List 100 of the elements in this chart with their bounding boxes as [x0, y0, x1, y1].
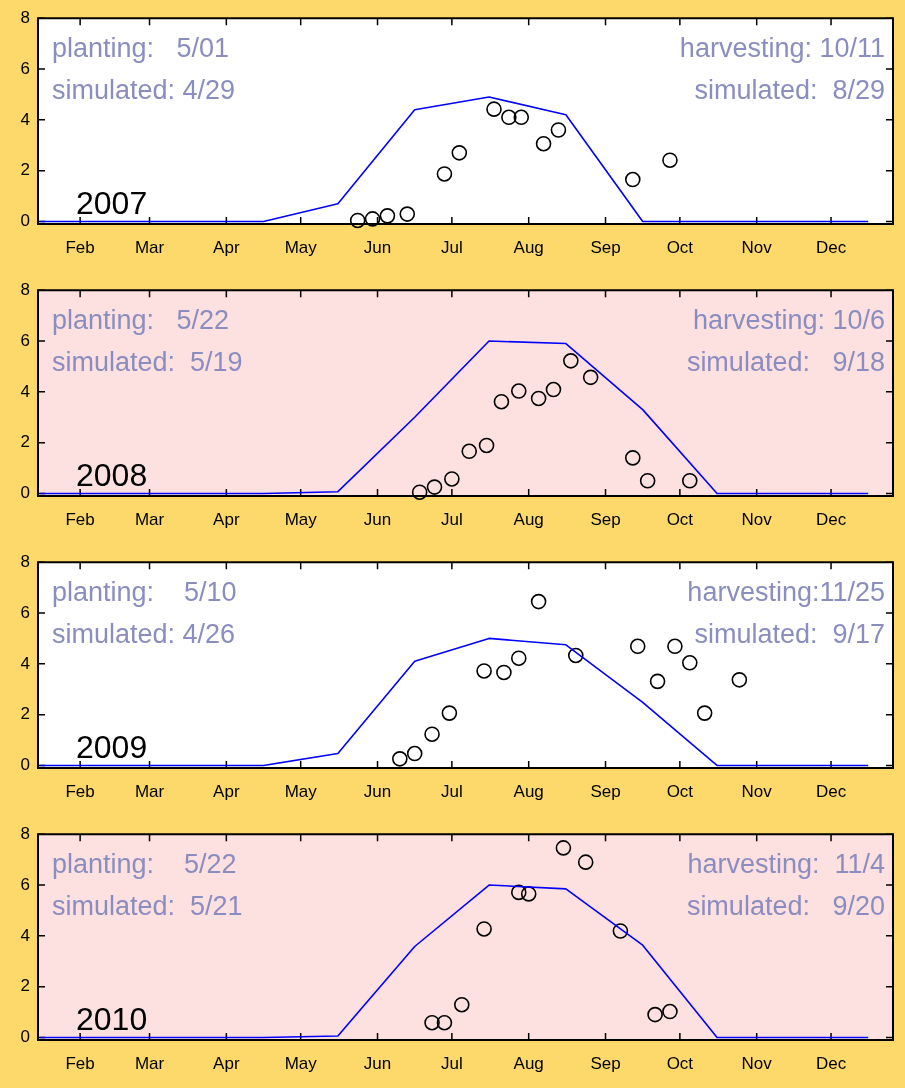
point: [555, 840, 572, 856]
x-tick-label: Mar: [134, 237, 165, 257]
point: [493, 393, 510, 410]
x-tick-label: Aug: [513, 237, 544, 257]
x-tick-label: Dec: [815, 509, 847, 529]
text: 2009: [76, 729, 148, 765]
annotation: simulated: 5/21: [52, 891, 243, 922]
annotation: simulated: 9/18: [686, 347, 885, 378]
y-tick-label: 4: [20, 381, 30, 401]
x-tick-label: Nov: [741, 509, 773, 529]
y-tick-label: 6: [20, 602, 30, 622]
point: [392, 751, 408, 767]
y-tick-label: 0: [20, 1027, 30, 1047]
annotation: planting: 5/01: [52, 33, 230, 64]
x-tick-label: Sep: [590, 509, 621, 529]
point: [411, 484, 428, 500]
point: [510, 383, 527, 399]
point: [364, 211, 381, 227]
point: [520, 886, 537, 902]
x-tick-label: Apr: [213, 237, 240, 257]
x-tick-label: Nov: [741, 781, 773, 801]
point: [550, 122, 567, 138]
point: [639, 472, 656, 489]
point: [426, 479, 443, 495]
x-tick-label: Feb: [65, 781, 95, 801]
point: [731, 672, 748, 688]
point: [567, 647, 584, 664]
annotation: planting: 5/22: [52, 305, 230, 336]
annotation: harvesting: 10/6: [692, 305, 885, 336]
y-tick-label: 0: [20, 211, 30, 231]
point: [349, 212, 366, 229]
annotation: planting: 5/22: [52, 849, 237, 880]
point: [662, 152, 678, 169]
point: [510, 884, 527, 901]
point: [424, 1014, 440, 1031]
x-tick-label: May: [284, 237, 318, 257]
x-tick-label: Mar: [134, 509, 165, 529]
x-tick-label: Jul: [441, 509, 463, 529]
point: [476, 921, 492, 937]
point: [436, 1014, 453, 1031]
y-tick-label: 0: [20, 483, 30, 503]
x-tick-label: Dec: [815, 1053, 847, 1073]
point: [501, 109, 517, 126]
x-tick-label: Oct: [666, 509, 694, 529]
point: [399, 206, 416, 222]
point: [662, 1003, 678, 1020]
point: [649, 673, 666, 690]
annotation: simulated: 9/17: [694, 619, 885, 650]
text: 2008: [76, 457, 148, 493]
x-tick-label: Jul: [441, 781, 463, 801]
x-tick-label: May: [284, 509, 318, 529]
x-tick-label: Jun: [363, 237, 392, 257]
point: [513, 109, 530, 126]
point: [681, 472, 698, 489]
point: [451, 145, 468, 161]
point: [530, 593, 547, 610]
x-tick-label: May: [284, 1053, 318, 1073]
x-tick-label: Apr: [213, 509, 240, 529]
point: [624, 450, 641, 466]
y-tick-label: 8: [20, 279, 30, 299]
point: [545, 381, 562, 398]
point: [510, 650, 527, 667]
y-tick-label: 8: [20, 551, 30, 571]
annotation: simulated: 8/29: [694, 75, 885, 106]
annotation: simulated: 4/26: [52, 619, 236, 650]
y-tick-label: 6: [20, 58, 30, 78]
x-tick-label: Jun: [363, 1053, 392, 1073]
point: [406, 745, 423, 762]
point: [478, 437, 495, 454]
point: [667, 638, 683, 655]
y-tick-label: 0: [20, 755, 30, 775]
y-tick-label: 2: [20, 976, 30, 996]
x-tick-label: Mar: [134, 781, 165, 801]
x-tick-label: Jul: [441, 237, 463, 257]
point: [629, 638, 646, 655]
point: [379, 208, 396, 224]
y-tick-label: 6: [20, 874, 30, 894]
x-tick-label: Apr: [213, 1053, 240, 1073]
annotation: planting: 5/10: [52, 577, 237, 608]
y-tick-label: 4: [20, 109, 30, 129]
point: [453, 996, 470, 1013]
annotation: harvesting: 10/11: [679, 33, 885, 64]
y-tick-label: 8: [20, 7, 30, 27]
text: 2007: [76, 185, 148, 221]
point: [496, 664, 512, 681]
point: [441, 705, 458, 721]
x-tick-label: Dec: [815, 781, 847, 801]
x-tick-label: Nov: [741, 237, 773, 257]
point: [647, 1006, 663, 1023]
y-tick-label: 2: [20, 432, 30, 452]
x-tick-label: Aug: [513, 781, 544, 801]
annotation: harvesting:11/25: [687, 577, 885, 608]
point: [486, 101, 502, 117]
y-tick-label: 4: [20, 653, 30, 673]
point: [530, 390, 547, 407]
x-tick-label: Jun: [363, 781, 392, 801]
x-tick-label: Aug: [513, 509, 544, 529]
x-tick-label: Sep: [590, 781, 621, 801]
x-tick-label: Mar: [134, 1053, 165, 1073]
x-tick-label: Jun: [363, 509, 392, 529]
